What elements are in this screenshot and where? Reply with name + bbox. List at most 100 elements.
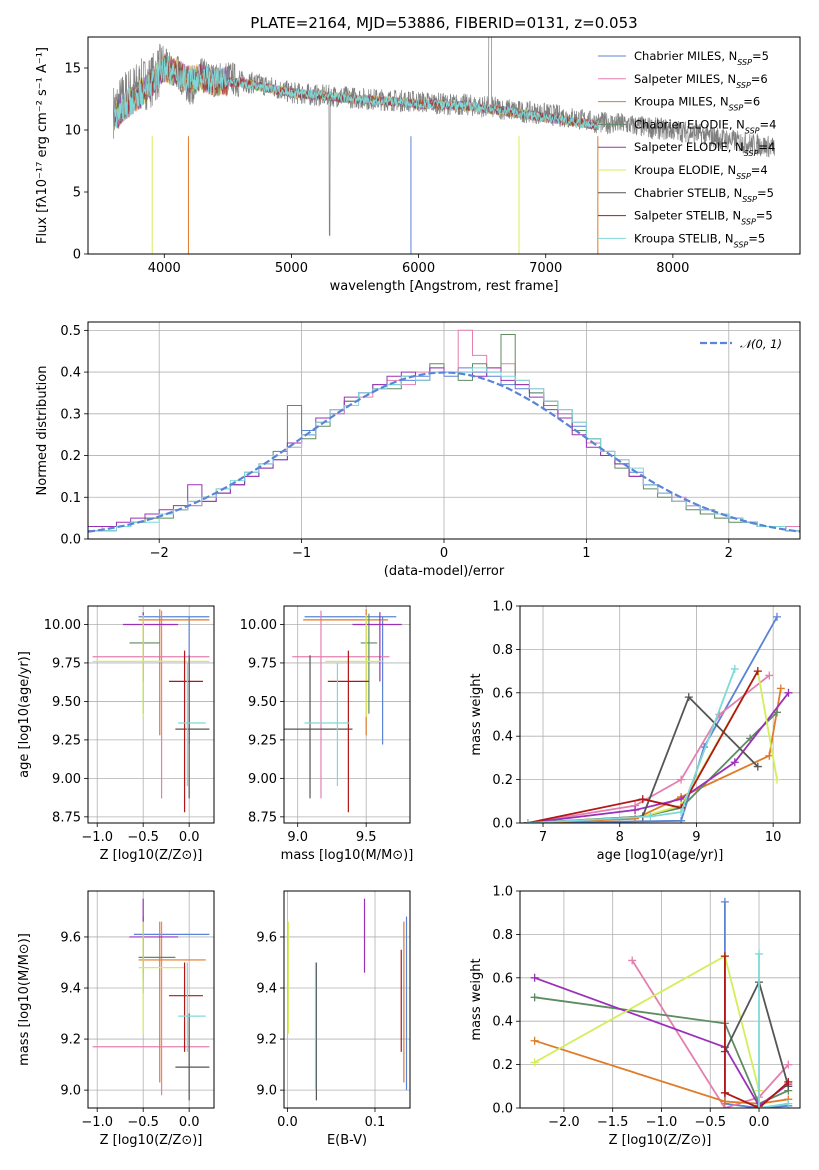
mwage-marker	[730, 758, 739, 767]
res-ytick-label: 0.0	[60, 533, 81, 548]
age-vs-mass-panel: 9.0 9.5 8.75 9.00 9.25 9.50 9.75 10.00 mass [log…	[240, 605, 414, 863]
agem-xtick-label: 9.5	[356, 830, 377, 845]
mwage-marker	[772, 775, 781, 784]
legend-subscript: SSP	[734, 240, 749, 249]
clip-spec-content	[113, 37, 775, 254]
mwz-marker	[530, 1036, 539, 1045]
spec-xtick-label: 4000	[148, 261, 181, 276]
res-xtick-label: −1	[292, 546, 311, 561]
res-ylabel: Normed distribution	[35, 366, 50, 496]
spectrum-legend-label: Chabrier ELODIE, NSSP=4	[634, 117, 776, 135]
mwz-ytick-label: 1.0	[492, 885, 513, 900]
mwage-series-line	[527, 688, 782, 823]
agem-xlabel: mass [log10(M/M⊙)]	[281, 848, 414, 863]
mwz-xtick-label: −2.0	[548, 1115, 580, 1130]
massebv-ytick-label: 9.6	[256, 930, 277, 945]
mwz-frame	[519, 890, 801, 1109]
agez-ytick-label: 9.50	[52, 695, 81, 710]
spec-ylabel: Flux [fλ10⁻¹⁷ erg cm⁻² s⁻¹ A⁻¹]	[35, 47, 50, 244]
age-vs-z-panel: −1.0 −0.5 0.0 8.75 9.00 9.25 9.50 9.75 10.00 Z [l…	[17, 605, 215, 863]
mwage-marker	[646, 812, 655, 821]
mass-vs-ebv-panel: 0.0 0.1 9.0 9.2 9.4 9.6 E(B-V)	[256, 890, 411, 1148]
clip-massz-content	[92, 898, 210, 1101]
mwage-xlabel: age [log10(age/yr)]	[597, 848, 724, 863]
clip-agez-content	[92, 609, 210, 813]
mwage-marker	[523, 819, 532, 823]
massebv-ytick-label: 9.0	[256, 1084, 277, 1099]
mass-weight-vs-z-panel: −2.0 −1.5 −1.0 −0.5 0.0 0.0 0.2 0.4 0.6 0.8 1.0 Z […	[469, 885, 801, 1148]
spectrum-legend-label: Salpeter ELODIE, NSSP=4	[634, 140, 775, 158]
spec-ytick-label: 15	[64, 62, 81, 77]
agez-ytick-label: 9.75	[52, 656, 81, 671]
mwz-marker	[720, 897, 729, 906]
mwz-marker	[530, 1058, 539, 1067]
mass-weight-vs-age-panel: 7 8 9 10 0.0 0.2 0.4 0.6 0.8 1.0 age [log10(age/yr…	[469, 600, 801, 863]
mwage-marker	[730, 664, 739, 673]
mwz-series-line	[724, 956, 789, 1108]
spectrum-legend-label: Salpeter STELIB, NSSP=5	[634, 209, 773, 227]
gaussian-curve	[88, 371, 800, 533]
massebv-xlabel: E(B-V)	[327, 1133, 367, 1148]
spec-xlabel: wavelength [Angstrom, rest frame]	[330, 279, 559, 294]
agem-ytick-label: 9.00	[248, 772, 277, 787]
mwage-ytick-label: 0.4	[492, 730, 513, 745]
mwage-ytick-label: 1.0	[492, 600, 513, 615]
mwage-marker	[753, 667, 762, 676]
mwz-ytick-label: 0.8	[492, 928, 513, 943]
clip-res-content	[88, 329, 800, 533]
agez-ytick-label: 9.25	[52, 733, 81, 748]
mwz-series-line	[534, 996, 789, 1105]
gaussian-legend-label: 𝒩(0, 1)	[740, 337, 782, 351]
massebv-frame	[283, 890, 411, 1109]
mwz-marker	[784, 1099, 793, 1108]
mwz-xlabel: Z [log10(Z/Z⊙)]	[609, 1133, 712, 1148]
mwz-ytick-label: 0.2	[492, 1058, 513, 1073]
agem-frame	[283, 605, 411, 824]
legend-subscript: SSP	[729, 103, 744, 112]
massebv-xtick-label: 0.0	[277, 1115, 298, 1130]
agez-ytick-label: 10.00	[44, 618, 81, 633]
massz-grid	[88, 891, 214, 1108]
spectrum-legend-label: Chabrier STELIB, NSSP=5	[634, 186, 774, 204]
mwz-xtick-label: −1.5	[597, 1115, 629, 1130]
mwz-series-line	[724, 979, 790, 1087]
res-ytick-label: 0.3	[60, 407, 81, 422]
clip-agem-content	[284, 609, 402, 813]
mwz-ylabel: mass weight	[469, 958, 484, 1040]
spec-ytick-label: 0	[73, 248, 81, 263]
massz-ytick-label: 9.2	[60, 1033, 81, 1048]
agez-xtick-label: −1.0	[81, 830, 113, 845]
mwage-series-line	[527, 695, 759, 823]
res-xtick-label: 0	[440, 546, 448, 561]
spec-xtick-label: 5000	[275, 261, 308, 276]
spec-xtick-label: 7000	[529, 261, 562, 276]
massz-ytick-label: 9.0	[60, 1084, 81, 1099]
spectrum-panel: 4000 5000 6000 7000 8000 0 5 10 15 wavelength [An…	[35, 36, 801, 294]
mwage-ytick-label: 0.6	[492, 686, 513, 701]
mwz-marker	[628, 956, 637, 965]
mwz-marker	[755, 949, 764, 958]
clip-mwz-content	[530, 897, 793, 1108]
spec-ytick-label: 10	[64, 124, 81, 139]
spectrum-legend-label: Kroupa MILES, NSSP=6	[634, 95, 760, 113]
mwage-marker	[631, 814, 640, 823]
mwz-xtick-label: −1.0	[646, 1115, 678, 1130]
agez-xtick-label: −0.5	[127, 830, 159, 845]
residual-histogram-panel: −2 −1 0 1 2 0.0 0.1 0.2 0.3 0.4 0.5 (data-model)/er…	[35, 321, 801, 579]
res-ytick-label: 0.5	[60, 324, 81, 339]
mwage-series-line	[527, 670, 759, 823]
clip-massebv-content	[287, 898, 408, 1101]
massebv-ytick-label: 9.4	[256, 982, 277, 997]
mwage-ytick-label: 0.8	[492, 643, 513, 658]
mwage-marker	[677, 816, 686, 823]
spec-xtick-label: 8000	[656, 261, 689, 276]
mwz-ytick-label: 0.4	[492, 1015, 513, 1030]
mwage-ylabel: mass weight	[469, 673, 484, 755]
mwz-marker	[530, 973, 539, 982]
mwage-frame	[519, 605, 801, 824]
clip-mwage-content	[523, 612, 793, 823]
spectrum-legend-label: Salpeter MILES, NSSP=6	[634, 72, 768, 90]
massz-frame	[87, 890, 215, 1109]
mwage-grid	[520, 605, 800, 824]
res-xtick-label: 1	[582, 546, 590, 561]
